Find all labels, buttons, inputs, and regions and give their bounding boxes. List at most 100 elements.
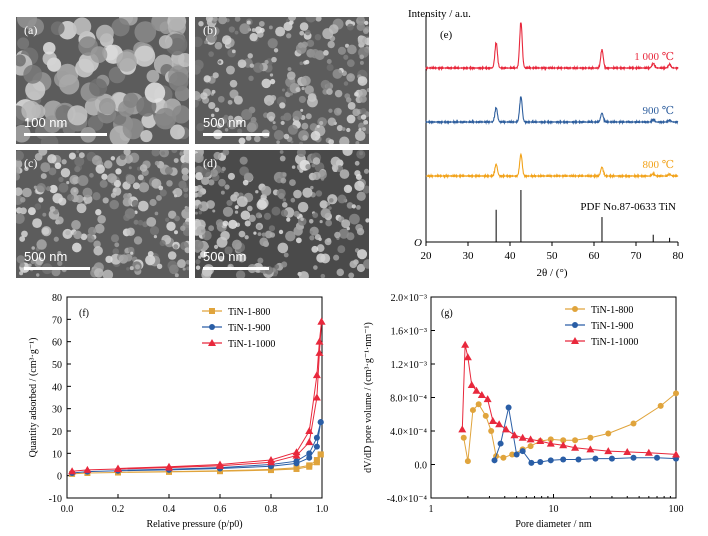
sem-grain (137, 200, 149, 212)
sem-grain (151, 178, 162, 189)
sem-grain (256, 199, 267, 211)
data-point (509, 451, 516, 458)
sem-grain (292, 110, 303, 121)
data-point (528, 459, 535, 466)
sem-grain (331, 164, 339, 171)
sem-grain (184, 206, 189, 213)
sem-grain (270, 94, 277, 101)
sem-grain (131, 199, 139, 208)
sem-grain (248, 214, 256, 223)
sem-grain (267, 38, 278, 49)
sem-grain (161, 151, 166, 156)
data-point (586, 445, 595, 453)
sem-grain (195, 240, 204, 251)
data-point (472, 386, 481, 394)
data-point (572, 322, 578, 328)
sem-grain (343, 81, 349, 86)
sem-panel-label: (a) (24, 23, 38, 37)
sem-grain (22, 187, 32, 198)
sem-grain (123, 193, 130, 201)
sem-grain (355, 174, 362, 181)
sem-texture (195, 150, 369, 278)
sem-grain (286, 217, 291, 222)
sem-grain (360, 107, 367, 115)
sem-grain (312, 157, 321, 165)
sem-grain (110, 156, 116, 161)
data-point (488, 416, 497, 424)
sem-grain (31, 246, 35, 250)
sem-grain (195, 153, 202, 161)
sem-grain (278, 229, 284, 235)
sem-grain (320, 253, 331, 264)
y-tick-label: 20 (52, 427, 62, 438)
data-point (673, 390, 679, 397)
sem-grain (366, 88, 369, 93)
sem-grain (226, 119, 238, 130)
sem-grain (102, 269, 114, 278)
sem-grain (61, 159, 67, 165)
sem-grain (77, 175, 89, 187)
sem-grain (301, 41, 308, 48)
data-point (477, 390, 486, 398)
sem-grain (172, 190, 176, 194)
data-point (114, 464, 122, 472)
series-label: 800 ℃ (642, 159, 674, 171)
sem-grain (362, 127, 366, 132)
sem-grain (244, 220, 251, 227)
data-point (537, 458, 544, 465)
sem-grain (54, 162, 62, 170)
data-point (547, 436, 554, 443)
sem-grain (177, 52, 189, 68)
sem-grain (195, 91, 201, 101)
sem-grain (299, 22, 309, 31)
sem-grain (211, 113, 215, 118)
sem-grain (346, 202, 354, 209)
sem-grain (123, 92, 139, 108)
sem-grain (355, 140, 360, 144)
sem-grain (341, 127, 346, 131)
sem-grain (328, 108, 333, 113)
sem-grain (315, 190, 323, 197)
sem-grain (310, 49, 320, 59)
sem-grain (319, 200, 328, 209)
distribution-line (461, 344, 677, 455)
sem-grain (43, 41, 56, 55)
sem-grain (134, 45, 156, 67)
sem-grain (233, 191, 239, 198)
sem-grain (253, 62, 264, 73)
y-axis-label: Quantity adsorbed / (cm³·g⁻¹) (28, 338, 39, 458)
data-point (317, 419, 324, 426)
sem-grain (195, 259, 201, 265)
y-tick-label: 40 (52, 382, 62, 393)
sem-grain (195, 36, 203, 48)
sem-grain (332, 68, 343, 79)
sem-grain (341, 219, 351, 229)
sem-grain (316, 244, 325, 252)
sem-grain (255, 190, 259, 194)
sem-grain (315, 17, 322, 22)
data-point (623, 447, 632, 455)
data-point (216, 460, 224, 468)
data-point (510, 431, 519, 439)
sem-grain (114, 242, 120, 248)
sem-grain (164, 166, 173, 175)
sem-grain (253, 135, 261, 143)
data-point (505, 404, 512, 411)
sem-grain (237, 59, 247, 69)
sem-grain (181, 174, 189, 181)
data-point (68, 467, 77, 475)
sem-grain (57, 250, 62, 255)
x-axis-label: Relative pressure (p/p0) (146, 519, 242, 530)
sem-grain (235, 270, 246, 278)
sem-grain (320, 273, 326, 278)
sem-grain (216, 122, 223, 129)
sem-grain (279, 150, 284, 154)
y-tick-label: -10 (49, 494, 62, 505)
sem-grain (43, 115, 62, 134)
sem-grain (149, 226, 160, 236)
sem-grain (128, 246, 135, 254)
sem-grain (343, 54, 349, 60)
series-label: 1 000 ℃ (634, 51, 674, 63)
sem-grain (47, 154, 57, 164)
sem-grain (16, 150, 24, 161)
